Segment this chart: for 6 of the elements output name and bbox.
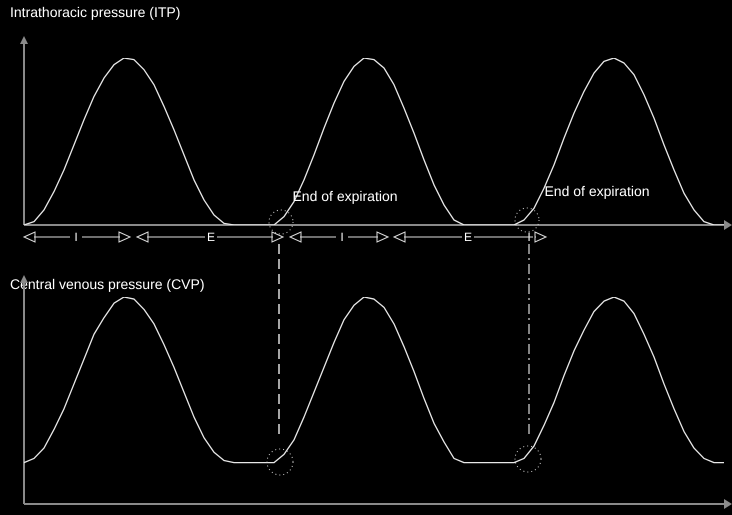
text: I <box>74 230 78 244</box>
annotation: End of expiration <box>544 183 650 199</box>
chart-title: Intrathoracic pressure (ITP) <box>10 4 180 20</box>
text: E <box>206 230 216 244</box>
text: E <box>464 230 472 244</box>
text: I <box>340 230 344 244</box>
